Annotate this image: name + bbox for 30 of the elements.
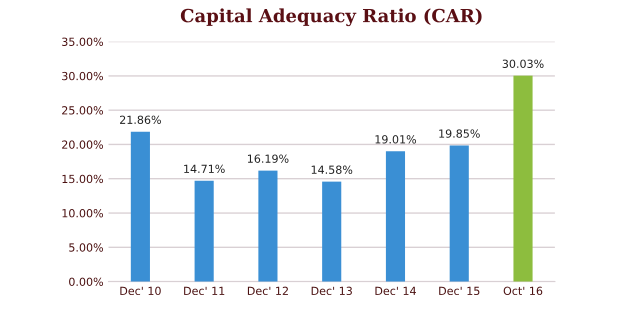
y-tick-label: 5.00%	[69, 243, 104, 252]
chart-title: Capital Adequacy Ratio (CAR)	[180, 8, 482, 26]
x-tick-label: Oct' 16	[504, 286, 542, 296]
data-label: 19.01%	[376, 135, 416, 144]
x-tick-label: Dec' 10	[120, 286, 161, 296]
data-label: 19.85%	[439, 129, 480, 138]
data-label: 16.19%	[248, 154, 288, 163]
y-tick-label: 10.00%	[62, 209, 104, 218]
y-tick-label: 0.00%	[69, 278, 104, 286]
bar	[194, 180, 214, 282]
x-tick-label: Dec' 15	[439, 286, 480, 296]
x-tick-label: Dec' 12	[248, 286, 288, 296]
bar	[322, 182, 342, 282]
bar	[130, 132, 150, 282]
bar	[450, 145, 469, 282]
y-tick-label: 15.00%	[62, 174, 104, 184]
bar	[386, 151, 406, 282]
x-tick-label: Dec' 14	[375, 286, 416, 296]
data-label: 30.03%	[502, 60, 544, 68]
data-label: 14.58%	[312, 166, 352, 174]
data-label: 21.86%	[120, 116, 161, 124]
x-tick-label: Dec' 13	[312, 286, 352, 296]
y-tick-label: 25.00%	[62, 106, 104, 115]
x-tick-label: Dec' 11	[184, 286, 224, 296]
data-label: 14.71%	[184, 164, 225, 174]
y-tick-label: 30.00%	[62, 72, 104, 80]
bar	[513, 76, 533, 282]
y-tick-label: 20.00%	[62, 140, 104, 149]
y-tick-label: 35.00%	[62, 38, 104, 46]
bar	[258, 170, 278, 282]
